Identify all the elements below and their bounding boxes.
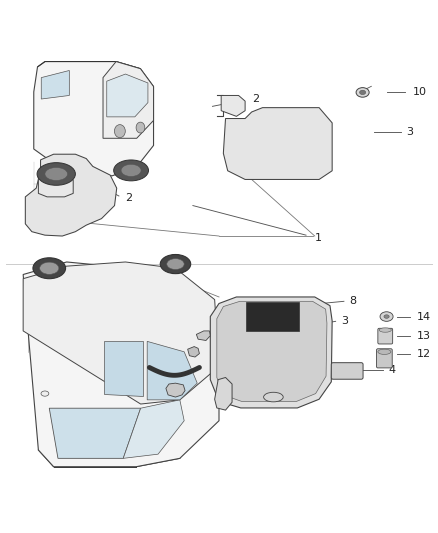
Text: 1: 1 (149, 389, 156, 399)
FancyBboxPatch shape (331, 362, 363, 379)
Text: 12: 12 (417, 350, 431, 359)
Ellipse shape (379, 328, 391, 332)
Text: 15: 15 (130, 364, 144, 373)
Polygon shape (104, 341, 143, 395)
Text: 1: 1 (315, 233, 322, 243)
Text: 10: 10 (413, 87, 427, 98)
Polygon shape (107, 74, 148, 117)
Text: 5: 5 (188, 331, 195, 341)
Text: 14: 14 (417, 312, 431, 321)
Polygon shape (25, 154, 117, 236)
Ellipse shape (45, 167, 67, 181)
Polygon shape (123, 400, 184, 458)
Text: 2: 2 (125, 193, 133, 203)
Polygon shape (147, 341, 197, 400)
FancyBboxPatch shape (378, 328, 392, 344)
Ellipse shape (378, 349, 391, 354)
Ellipse shape (114, 160, 148, 181)
Text: 8: 8 (350, 296, 357, 306)
Polygon shape (187, 346, 199, 357)
Ellipse shape (264, 392, 283, 402)
Polygon shape (23, 262, 219, 467)
Ellipse shape (33, 258, 66, 279)
Polygon shape (217, 301, 327, 401)
Text: 3: 3 (341, 317, 348, 326)
Ellipse shape (167, 259, 184, 270)
Ellipse shape (360, 90, 366, 94)
Polygon shape (166, 383, 185, 397)
Polygon shape (210, 297, 332, 408)
Ellipse shape (160, 254, 191, 273)
Polygon shape (215, 377, 232, 410)
Ellipse shape (136, 122, 145, 133)
Ellipse shape (384, 315, 389, 318)
Polygon shape (221, 95, 245, 116)
FancyBboxPatch shape (377, 349, 392, 368)
FancyBboxPatch shape (246, 302, 299, 331)
Ellipse shape (380, 312, 393, 321)
Polygon shape (39, 173, 73, 197)
Ellipse shape (121, 164, 141, 176)
Polygon shape (23, 262, 219, 404)
Polygon shape (196, 331, 210, 341)
Text: 4: 4 (389, 365, 396, 375)
Ellipse shape (114, 125, 125, 138)
Polygon shape (41, 70, 69, 99)
Polygon shape (49, 408, 141, 458)
Text: 7: 7 (173, 350, 180, 360)
Text: 6: 6 (306, 394, 313, 404)
Ellipse shape (40, 262, 59, 274)
Ellipse shape (37, 163, 75, 185)
Polygon shape (103, 61, 154, 138)
Polygon shape (223, 108, 332, 180)
Text: 2: 2 (252, 94, 259, 104)
Ellipse shape (356, 87, 369, 97)
Text: 13: 13 (417, 331, 431, 341)
Ellipse shape (41, 391, 49, 396)
Polygon shape (34, 61, 154, 176)
Text: 3: 3 (406, 126, 413, 136)
